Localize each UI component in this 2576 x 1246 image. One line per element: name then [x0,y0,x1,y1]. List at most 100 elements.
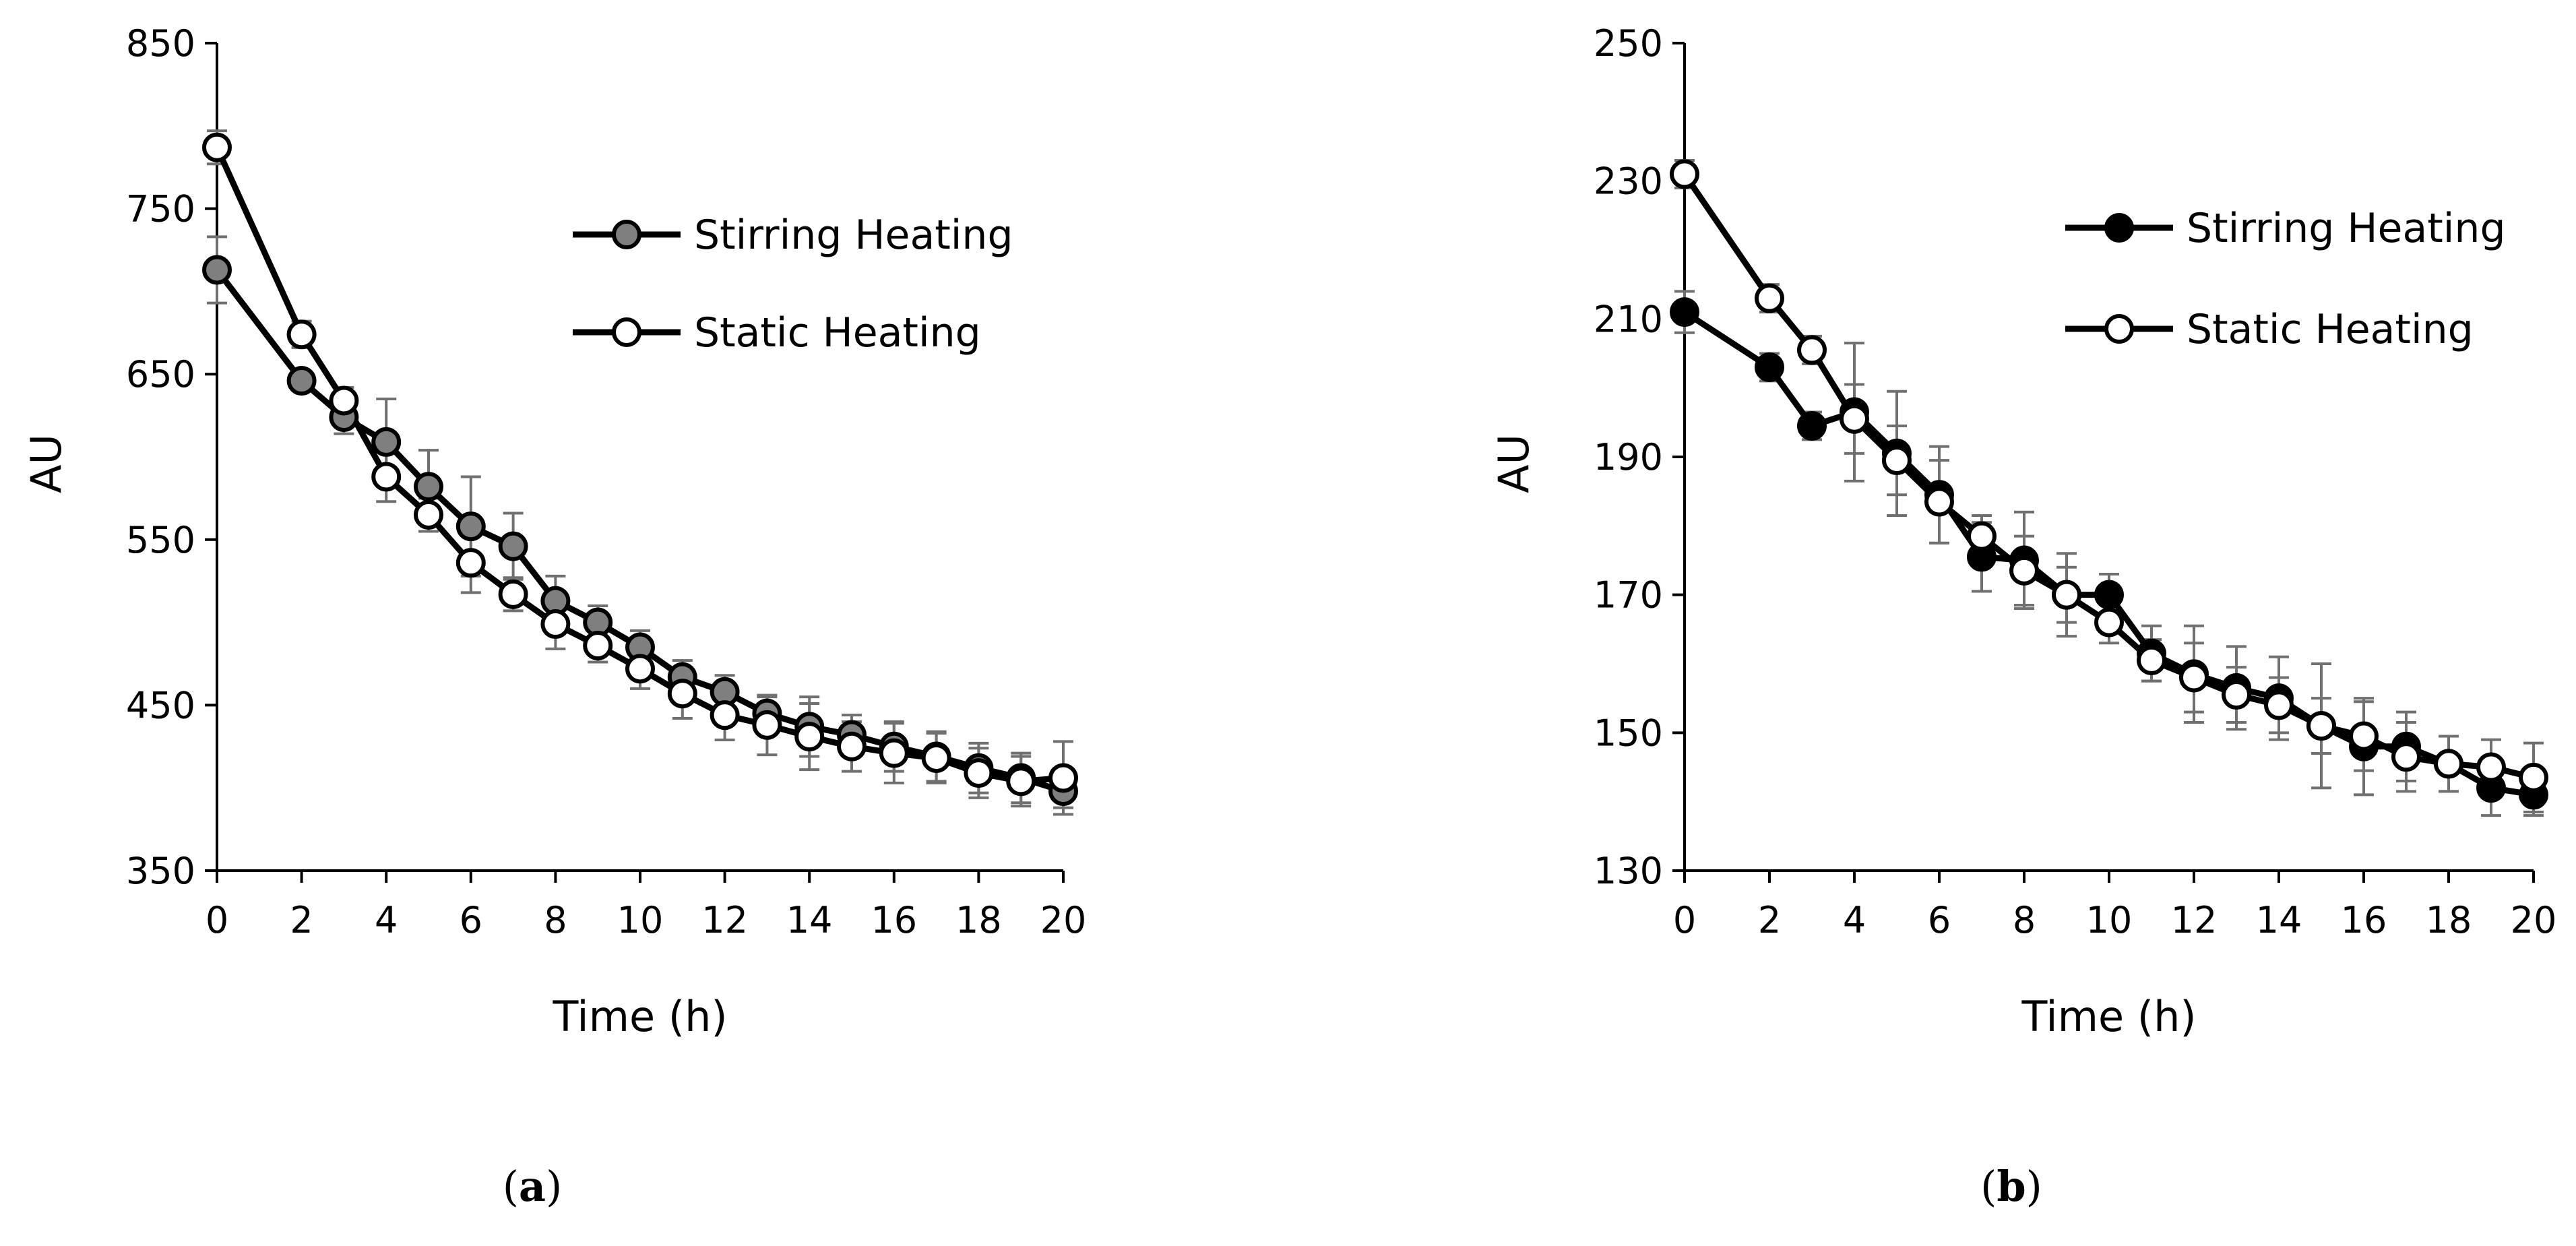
data-point-static [2179,662,2209,693]
data-point-static [752,710,782,740]
data-point-stirring [2094,580,2124,610]
data-point-static [2476,752,2506,782]
legend-label: Static Heating [2187,306,2474,353]
data-point-static [794,722,825,752]
data-point-static [2434,749,2463,779]
data-point-static [414,499,443,530]
x-axis-title: Time (h) [2021,992,2196,1041]
data-point-static [710,700,740,730]
data-point-stirring [1797,410,1827,441]
y-tick-label: 130 [1594,850,1663,892]
data-point-static [455,548,486,578]
data-point-static [2137,645,2166,675]
legend-label: Static Heating [694,309,981,356]
y-tick-label: 150 [1594,712,1663,754]
x-tick-label: 4 [375,899,398,941]
data-point-stirring [498,531,528,561]
data-point-static [964,758,994,788]
x-tick-label: 20 [1040,899,1087,941]
data-point-static [667,679,697,709]
legend-label: Stirring Heating [2187,205,2506,252]
x-tick-label: 16 [2341,899,2387,941]
panel-label-close: ) [546,1162,562,1211]
data-point-stirring [455,511,486,542]
data-point-static [1924,487,1954,517]
x-tick-label: 18 [2426,899,2472,941]
data-point-static [625,654,655,684]
data-point-static [837,731,867,761]
data-point-static [921,743,951,773]
x-tick-label: 0 [206,899,228,941]
data-point-static [2052,580,2081,610]
x-tick-label: 6 [1928,899,1951,941]
panel-label-open: ( [503,1162,519,1211]
data-point-static [371,462,402,492]
data-point-stirring [202,255,232,285]
x-tick-label: 8 [2013,899,2036,941]
data-point-static [1670,159,1699,189]
x-tick-label: 20 [2511,899,2557,941]
y-tick-label: 750 [126,188,195,230]
y-axis-title: AU [1489,434,1538,493]
data-point-static [2264,690,2294,720]
y-tick-label: 170 [1594,574,1663,617]
y-tick-label: 210 [1594,298,1663,340]
data-point-static [2009,555,2039,586]
data-point-static [1882,445,1912,476]
x-tick-label: 12 [701,899,748,941]
x-tick-label: 2 [290,899,313,941]
legend-marker [2104,314,2134,344]
data-point-static [540,609,571,640]
chart-panel-b: 130 150 170 190 210 230 250 0 2 4 6 8 10 12 14 16 18 20 Ti… [1489,22,2556,1211]
x-tick-label: 2 [1758,899,1781,941]
data-point-static [1840,404,1869,434]
data-point-static [2306,711,2336,741]
panel-label-letter: b [1997,1162,2025,1211]
panel-label-letter: a [519,1162,546,1211]
x-tick-label: 18 [955,899,1002,941]
panel-label-close: ) [2026,1162,2042,1211]
legend-marker [612,220,641,249]
data-point-static [1797,335,1827,365]
y-tick-label: 350 [126,850,195,892]
y-tick-label: 230 [1594,160,1663,203]
chart-panel-a: 350 450 550 650 750 850 0 2 4 6 8 10 12 14 16 18 20 Time … [22,22,1086,1211]
x-tick-label: 0 [1673,899,1696,941]
y-tick-label: 250 [1594,22,1663,65]
x-tick-label: 8 [544,899,567,941]
data-point-static [2349,721,2379,751]
x-tick-label: 14 [2256,899,2302,941]
data-point-static [202,132,232,162]
data-point-static [2519,762,2548,792]
data-point-static [583,630,613,660]
data-point-stirring [371,427,402,457]
x-tick-label: 16 [871,899,917,941]
y-tick-label: 190 [1594,436,1663,478]
y-tick-label: 550 [126,519,195,561]
y-tick-label: 650 [126,353,195,396]
x-tick-label: 10 [617,899,664,941]
y-tick-label: 450 [126,684,195,726]
panel-label-open: ( [1980,1162,1997,1211]
data-point-static [2391,742,2421,772]
data-point-static [2094,607,2124,637]
legend-marker [612,317,641,347]
legend-label: Stirring Heating [694,212,1013,259]
data-point-static [1048,763,1078,793]
data-point-stirring [414,472,443,502]
data-point-stirring [1670,297,1699,328]
data-point-stirring [286,366,317,396]
data-point-static [2222,680,2251,710]
x-tick-label: 6 [460,899,482,941]
x-tick-label: 14 [786,899,833,941]
data-point-static [286,319,317,350]
data-point-static [1967,521,1997,551]
x-tick-label: 12 [2171,899,2218,941]
data-point-static [498,579,528,609]
panel-label: (b) [1980,1162,2042,1211]
data-point-static [329,385,359,416]
legend-marker [2104,213,2134,243]
data-point-static [1755,283,1784,313]
x-axis-title: Time (h) [552,992,727,1041]
